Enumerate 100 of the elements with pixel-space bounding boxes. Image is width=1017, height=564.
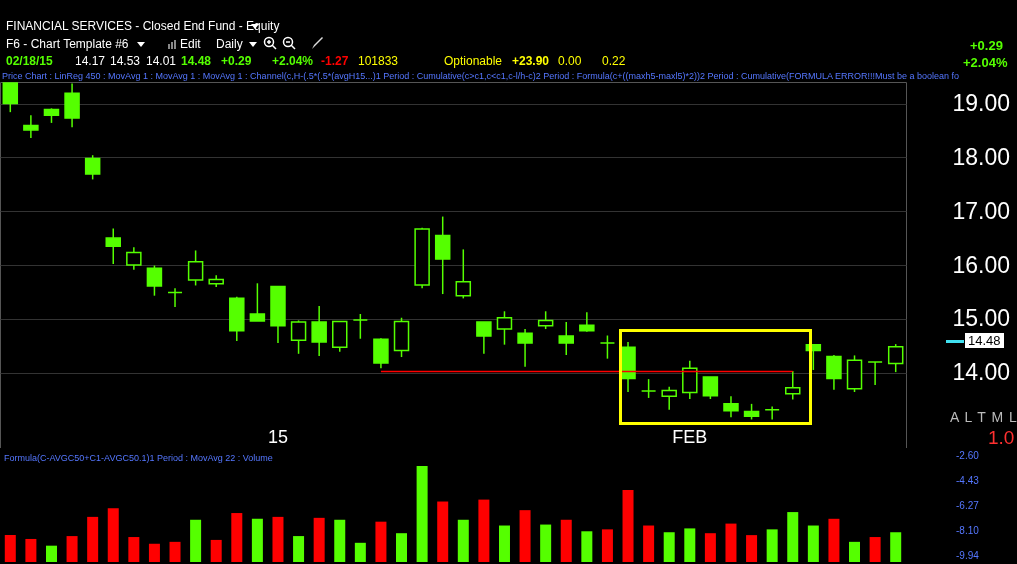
bar xyxy=(540,524,552,562)
candlestick xyxy=(826,354,842,391)
bar xyxy=(210,539,222,562)
bar xyxy=(643,525,655,562)
candlestick xyxy=(187,249,204,287)
text: Formula(C-AVGC50+C1-AVGC50.1)1 Period : MovAvg 22 : Volume xyxy=(4,453,273,463)
x-tick-label: FEB xyxy=(672,426,708,447)
text: Edit xyxy=(180,37,201,51)
bar xyxy=(560,519,572,562)
bar xyxy=(746,535,758,562)
bar xyxy=(87,516,99,562)
bar xyxy=(416,466,428,562)
bar xyxy=(787,512,799,562)
bar xyxy=(890,532,902,562)
candlestick xyxy=(126,246,142,271)
text: -9.94 xyxy=(956,550,979,561)
bar xyxy=(519,510,531,562)
text: -6.27 xyxy=(956,500,979,511)
y-tick-label: 18.00 xyxy=(952,143,1011,170)
bar xyxy=(684,528,696,562)
bar xyxy=(663,532,675,562)
text: -2.60 xyxy=(956,450,979,461)
candlestick xyxy=(146,264,163,297)
bar xyxy=(148,543,160,562)
text: -1.27 xyxy=(321,54,349,68)
bar xyxy=(25,538,37,562)
candlestick xyxy=(496,310,513,346)
bar xyxy=(828,518,840,562)
bar xyxy=(251,518,263,562)
bar xyxy=(231,513,243,562)
candlestick xyxy=(558,321,574,356)
bar xyxy=(457,519,469,562)
candlestick xyxy=(599,334,616,360)
candlestick xyxy=(455,248,472,300)
text: Price Chart : LinReg 450 : MovAvg 1 : MovAvg 1 : MovAvg 1 : Channel(c,H-(.5*(.5*(avgH15...)1 Period : Cumulative(c>c1,c<c1,c-l/h-c)2 Period : Formula(c+((maxh5-maxl5)*2))2 Period : Cumulative(FORMULA ERROR!!!Must be a boolean fo xyxy=(2,71,961,81)
bar xyxy=(190,519,202,562)
candlestick xyxy=(517,328,533,368)
text: A L T M L xyxy=(950,409,1017,425)
candlestick xyxy=(661,385,677,411)
text: 0.00 xyxy=(558,54,582,68)
candlestick xyxy=(2,82,19,113)
text: 14.53 xyxy=(110,54,141,68)
text: 14.17 xyxy=(75,54,106,68)
bar xyxy=(807,525,819,562)
candlestick xyxy=(84,154,101,181)
candlestick xyxy=(434,215,451,295)
bar xyxy=(704,533,716,562)
candlestick xyxy=(311,305,327,357)
candlestick xyxy=(249,282,266,322)
candlestick xyxy=(290,319,307,355)
bar xyxy=(622,490,634,562)
bar xyxy=(581,531,593,562)
y-tick-label: 15.00 xyxy=(952,305,1011,332)
text: +0.29 xyxy=(221,54,252,68)
y-tick-label: 17.00 xyxy=(952,197,1011,224)
bar xyxy=(45,545,57,562)
candlestick xyxy=(105,227,121,265)
candlestick xyxy=(723,395,739,419)
text: 14.01 xyxy=(146,54,177,68)
bar xyxy=(601,529,613,562)
text: 14.48 xyxy=(965,333,1004,348)
text: +0.29 xyxy=(970,38,1003,53)
bar xyxy=(313,517,325,562)
text: +23.90 xyxy=(512,54,550,68)
text: -8.10 xyxy=(956,525,979,536)
bar xyxy=(849,541,861,562)
text: +2.04% xyxy=(272,54,314,68)
text: 101833 xyxy=(358,54,399,68)
candlestick xyxy=(579,311,595,333)
text: 1.0 xyxy=(988,427,1015,449)
bar xyxy=(437,501,449,562)
bar xyxy=(478,499,490,562)
candlestick xyxy=(764,405,780,421)
text: F6 - Chart Template #6 xyxy=(6,37,129,51)
bar xyxy=(4,535,16,562)
candlestick xyxy=(887,343,904,373)
candlestick xyxy=(702,376,719,400)
bar xyxy=(498,525,510,562)
bar xyxy=(396,533,408,562)
text: Optionable xyxy=(444,54,503,68)
candlestick xyxy=(640,378,657,399)
bar xyxy=(128,537,140,562)
text: Daily xyxy=(216,37,243,51)
text: -4.43 xyxy=(956,475,979,486)
candlestick xyxy=(476,321,492,355)
y-tick-label: 19.00 xyxy=(952,90,1011,117)
bar xyxy=(375,521,387,562)
text: 02/18/15 xyxy=(6,54,53,68)
candlestick xyxy=(167,287,183,308)
text: 14.48 xyxy=(181,54,212,68)
bar xyxy=(107,508,119,562)
candlestick xyxy=(23,114,39,139)
bar xyxy=(293,536,305,562)
bar xyxy=(169,541,181,562)
candlestick xyxy=(867,361,883,386)
x-tick-label: 15 xyxy=(267,426,288,447)
bar xyxy=(66,536,78,562)
bar xyxy=(354,542,366,562)
bar xyxy=(725,523,737,562)
candlestick xyxy=(785,370,801,401)
